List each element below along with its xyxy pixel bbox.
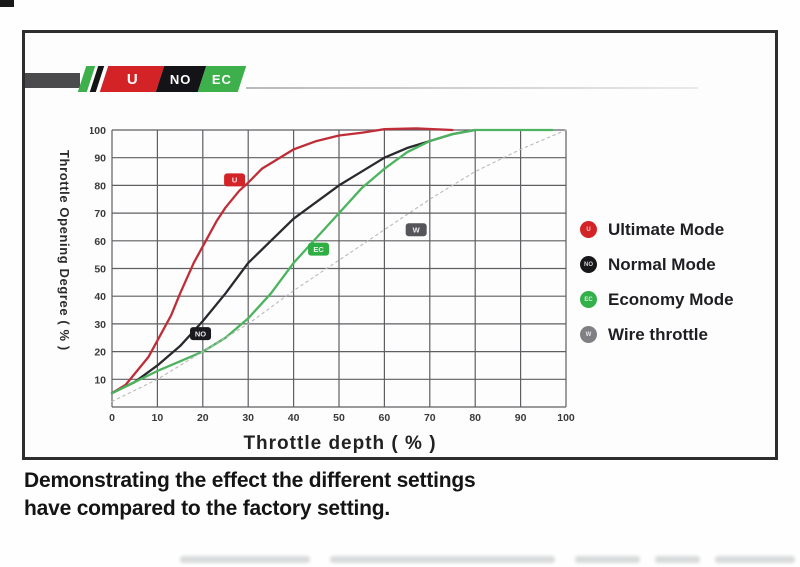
outer-frame [22,30,778,460]
y-axis-label: Throttle Opening Degree ( % ) [57,150,72,351]
logo-badge-label: EC [211,71,233,87]
series-wire-throttle: W [111,129,567,403]
y-tick-label: 70 [94,208,106,220]
legend-dot-letter: U [586,226,591,233]
logo-badge-ultimate: U [99,66,165,92]
x-axis-label: Throttle depth ( % ) [243,433,437,454]
cutoff-ghost [180,556,310,563]
cutoff-ghost [575,556,640,563]
logo-underline [246,87,698,89]
logo-bar [25,73,80,88]
throttle-curves-chart: 0 10 20 30 40 50 60 70 80 90 100 10 20 30 40 50 60 70 80 90… [90,125,575,424]
x-tick-label: 30 [242,412,254,424]
y-tick-label: 50 [94,264,106,276]
logo-badge-label: NO [170,71,192,87]
legend-dot-letter: NO [584,261,593,268]
legend-dot-letter: W [585,331,592,338]
curve-badge [405,223,427,237]
curve-badge-label: EC [313,245,324,254]
legend-item-economy: EC Economy Mode [580,282,734,317]
logo-badge-economy: EC [197,66,247,92]
ultimate-mode-dot-icon: U [580,221,597,238]
x-tick-label: 0 [109,412,115,424]
curve-badge [224,173,246,187]
normal-mode-dot-icon: NO [580,256,597,273]
wire-throttle-dot-icon: W [580,326,597,343]
y-tick-label: 60 [94,236,106,248]
curve-badge-label: NO [195,329,206,338]
x-tick-label: 70 [424,412,436,424]
legend-label: Normal Mode [608,254,716,274]
y-tick-label: 100 [90,125,106,137]
x-tick-label: 10 [152,412,164,424]
brand-logo: U NO EC [77,66,247,92]
curve-badge [190,327,212,341]
y-tick-label: 30 [94,319,106,331]
economy-mode-dot-icon: EC [580,291,597,308]
series-normal-mode: NO [110,128,477,395]
corner-artifact [0,0,14,7]
curve-badge-label: W [413,226,421,235]
caption-line-2: have compared to the factory setting. [24,497,391,520]
y-tick-label: 20 [94,347,106,359]
series-economy-mode: EC [110,128,554,395]
cutoff-ghost [715,556,795,563]
legend-item-normal: NO Normal Mode [580,247,734,282]
legend: U Ultimate Mode NO Normal Mode EC Econom… [580,212,734,352]
caption: Demonstrating the effect the different s… [24,467,476,523]
x-tick-label: 80 [469,412,481,424]
legend-item-ultimate: U Ultimate Mode [580,212,734,247]
y-tick-label: 10 [94,374,106,386]
x-tick-label: 50 [333,412,345,424]
logo-badge-label: U [126,70,138,88]
x-tick-label: 60 [379,412,391,424]
x-tick-label: 40 [288,412,300,424]
curve-badge-label: U [232,176,237,185]
legend-item-wire: W Wire throttle [580,317,734,352]
legend-dot-letter: EC [584,296,593,303]
grid [111,129,567,408]
cutoff-ghost [655,556,700,563]
tick-labels: 0 10 20 30 40 50 60 70 80 90 100 10 20 30 40 50 60 70 80 90… [90,125,575,424]
curve-badge [308,242,330,256]
x-tick-label: 100 [557,412,575,424]
legend-label: Economy Mode [608,289,734,309]
y-tick-label: 90 [94,153,106,165]
legend-label: Ultimate Mode [608,219,725,239]
y-tick-label: 40 [94,291,106,303]
y-tick-label: 80 [94,180,106,192]
legend-label: Wire throttle [608,324,708,344]
caption-line-1: Demonstrating the effect the different s… [24,469,476,492]
cutoff-ghost [330,556,555,563]
x-tick-label: 20 [197,412,209,424]
x-tick-label: 90 [515,412,527,424]
series-ultimate-mode: U [110,127,454,395]
